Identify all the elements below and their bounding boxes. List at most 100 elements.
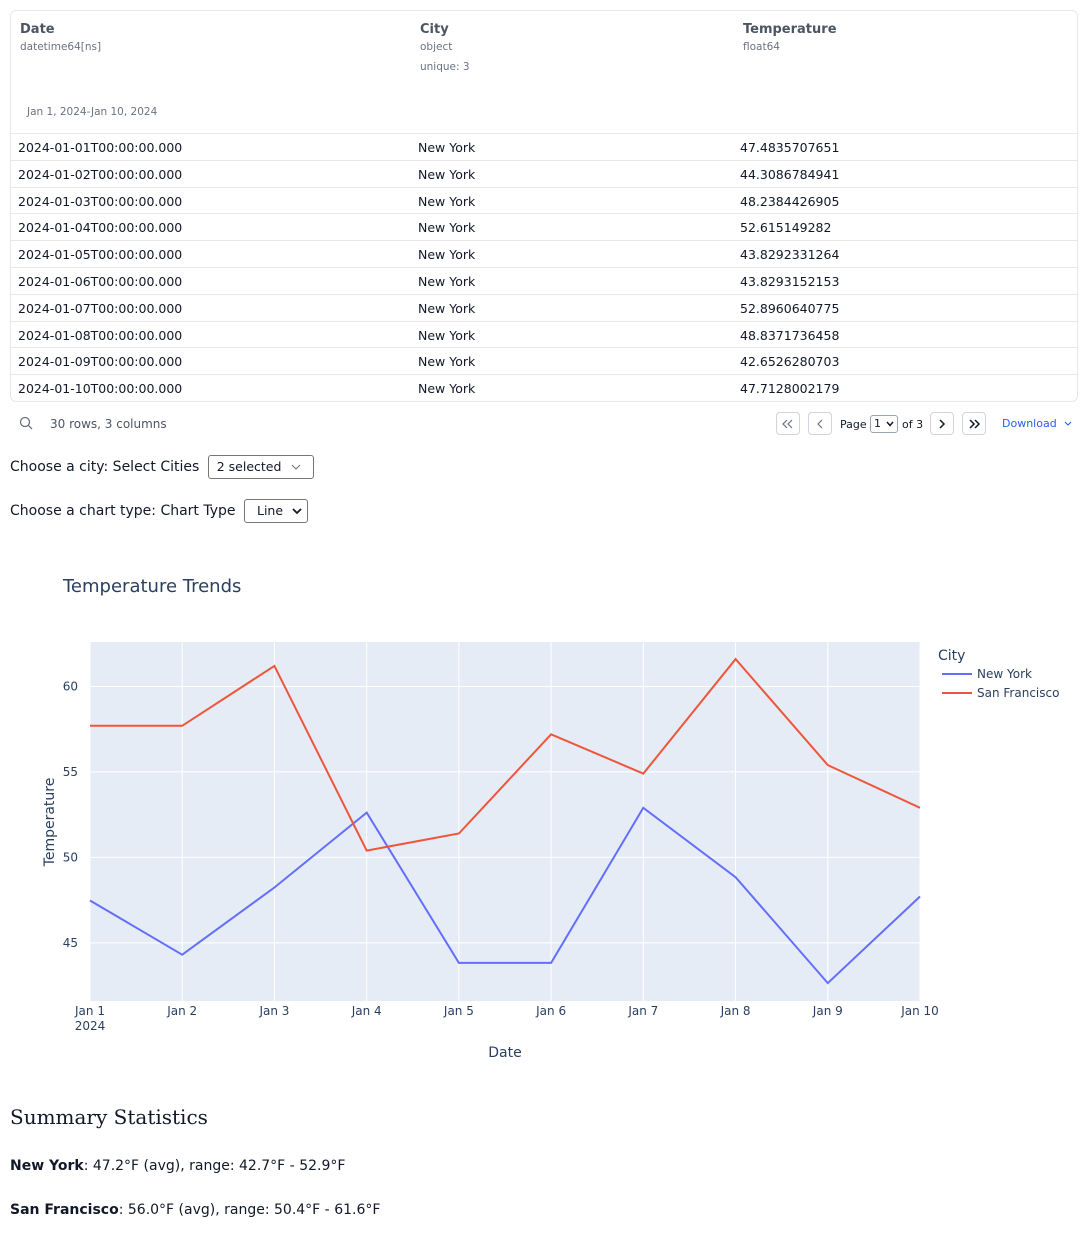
x-axis-label: Date (488, 1045, 521, 1061)
temperature-cell: 42.6526280703 (740, 354, 840, 370)
x-tick-label: Jan 2 (166, 1004, 197, 1018)
table-header: Date datetime64[ns] Jan 1, 2024-Jan 10, … (11, 11, 1077, 134)
page-select-value: 1 (874, 417, 881, 430)
chevron-left-icon (817, 419, 823, 428)
city-cell: New York (418, 166, 476, 182)
search-icon[interactable] (19, 416, 33, 430)
legend-entry[interactable]: New York (977, 667, 1032, 681)
table-row[interactable]: 2024-01-08T00:00:00.000 New York 48.837173… (11, 322, 1077, 349)
summary-stats: : 56.0°F (avg), range: 50.4°F - 61.6°F (118, 1202, 381, 1218)
chart-type-select[interactable]: Line (243, 499, 308, 523)
y-axis-ticks: 45 50 55 60 (63, 679, 78, 949)
page-total: of 3 (902, 418, 924, 431)
y-tick-label: 55 (63, 765, 78, 779)
date-cell: 2024-01-06T00:00:00.000 (18, 273, 183, 289)
column-dtype: float64 (743, 41, 780, 53)
temperature-cell: 44.3086784941 (740, 166, 840, 182)
table-row[interactable]: 2024-01-04T00:00:00.000 New York 52.615149… (11, 214, 1077, 242)
table-row[interactable]: 2024-01-07T00:00:00.000 New York 52.896064… (11, 295, 1077, 322)
column-header-city[interactable]: City object unique: 3 (420, 22, 470, 73)
city-cell: New York (418, 300, 476, 316)
summary-new-york: New York: 47.2°F (avg), range: 42.7°F - … (10, 1158, 345, 1174)
date-range-summary: Jan 1, 2024-Jan 10, 2024 (27, 106, 158, 118)
next-page-button[interactable] (930, 412, 954, 435)
temperature-cell: 43.8292331264 (740, 247, 840, 263)
temperature-cell: 47.7128002179 (740, 381, 840, 397)
x-tick-label: Jan 1 (74, 1004, 105, 1018)
date-cell: 2024-01-01T00:00:00.000 (18, 140, 183, 155)
y-axis-label: Temperature (42, 778, 58, 868)
date-cell: 2024-01-07T00:00:00.000 (18, 300, 183, 316)
table-row[interactable]: 2024-01-10T00:00:00.000 New York 47.712800… (11, 375, 1077, 401)
chevron-right-icon (939, 418, 946, 429)
table-body: 2024-01-01T00:00:00.000 New York 47.483570… (11, 134, 1077, 401)
date-cell: 2024-01-10T00:00:00.000 (18, 381, 183, 397)
row-count: 30 rows, 3 columns (50, 417, 167, 431)
download-button[interactable]: Download (1002, 417, 1072, 430)
city-multiselect-value: 2 selected (216, 459, 282, 474)
city-cell: New York (418, 220, 476, 236)
column-name: City (420, 22, 449, 37)
y-tick-label: 50 (63, 850, 78, 864)
legend-title: City (938, 648, 965, 664)
temperature-cell: 52.8960640775 (740, 300, 840, 316)
temperature-cell: 43.8293152153 (740, 273, 840, 289)
column-name: Temperature (743, 22, 837, 37)
data-table: Date datetime64[ns] Jan 1, 2024-Jan 10, … (10, 10, 1078, 402)
legend[interactable]: City New York San Francisco (938, 648, 1059, 700)
temperature-cell: 52.615149282 (740, 220, 832, 236)
summary-city: San Francisco (10, 1202, 119, 1218)
city-cell: New York (418, 193, 476, 209)
previous-page-button[interactable] (808, 412, 832, 435)
column-name: Date (20, 22, 55, 37)
city-cell: New York (418, 247, 476, 263)
summary-title: Summary Statistics (10, 1105, 208, 1129)
table-row[interactable]: 2024-01-06T00:00:00.000 New York 43.829315… (11, 268, 1077, 295)
double-chevron-right-icon (969, 418, 980, 429)
city-control: Choose a city: Select Cities 2 selected (10, 455, 314, 479)
column-unique-count: unique: 3 (420, 61, 470, 73)
city-label: Choose a city: Select Cities (10, 459, 200, 475)
date-cell: 2024-01-09T00:00:00.000 (18, 354, 183, 370)
x-tick-label: Jan 5 (443, 1004, 474, 1018)
series-lines (89, 657, 921, 985)
table-row[interactable]: 2024-01-01T00:00:00.000 New York 47.483570… (11, 134, 1077, 161)
table-row[interactable]: 2024-01-09T00:00:00.000 New York 42.652628… (11, 348, 1077, 376)
series-line-new-york[interactable] (89, 806, 921, 985)
city-cell: New York (418, 354, 476, 370)
x-tick-label: Jan 7 (627, 1004, 658, 1018)
plot-area[interactable] (90, 642, 920, 1001)
column-dtype: object (420, 41, 453, 53)
last-page-button[interactable] (962, 412, 986, 435)
column-header-date[interactable]: Date datetime64[ns] (20, 22, 101, 53)
table-row[interactable]: 2024-01-02T00:00:00.000 New York 44.308678… (11, 161, 1077, 188)
column-header-temperature[interactable]: Temperature float64 (743, 22, 837, 53)
table-row[interactable]: 2024-01-05T00:00:00.000 New York 43.829233… (11, 241, 1077, 268)
x-year-label: 2024 (75, 1019, 106, 1033)
date-cell: 2024-01-05T00:00:00.000 (18, 247, 183, 263)
legend-entry[interactable]: San Francisco (977, 686, 1059, 700)
table-row[interactable]: 2024-01-03T00:00:00.000 New York 48.238442… (11, 188, 1077, 215)
x-tick-label: Jan 4 (351, 1004, 382, 1018)
chart-type-label: Choose a chart type: Chart Type (10, 503, 236, 519)
city-cell: New York (418, 140, 476, 155)
city-multiselect[interactable]: 2 selected (207, 455, 314, 479)
series-line-san-francisco[interactable] (90, 657, 921, 852)
first-page-button[interactable] (776, 412, 800, 435)
x-tick-label: Jan 6 (535, 1004, 566, 1018)
x-tick-label: Jan 8 (720, 1004, 751, 1018)
x-tick-label: Jan 9 (812, 1004, 843, 1018)
page-select[interactable]: 1 (870, 415, 898, 433)
x-tick-label: Jan 3 (258, 1004, 289, 1018)
temperature-cell: 47.4835707651 (740, 140, 840, 155)
column-dtype: datetime64[ns] (20, 41, 102, 53)
page-label: Page (840, 418, 867, 431)
double-chevron-left-icon (782, 419, 793, 428)
city-cell: New York (418, 327, 476, 343)
date-cell: 2024-01-04T00:00:00.000 (18, 220, 183, 236)
date-cell: 2024-01-08T00:00:00.000 (18, 327, 183, 343)
city-cell: New York (418, 273, 476, 289)
table-footer: 30 rows, 3 columns Page 1 of 3 Download (10, 410, 1078, 440)
download-label: Download (1002, 417, 1057, 430)
